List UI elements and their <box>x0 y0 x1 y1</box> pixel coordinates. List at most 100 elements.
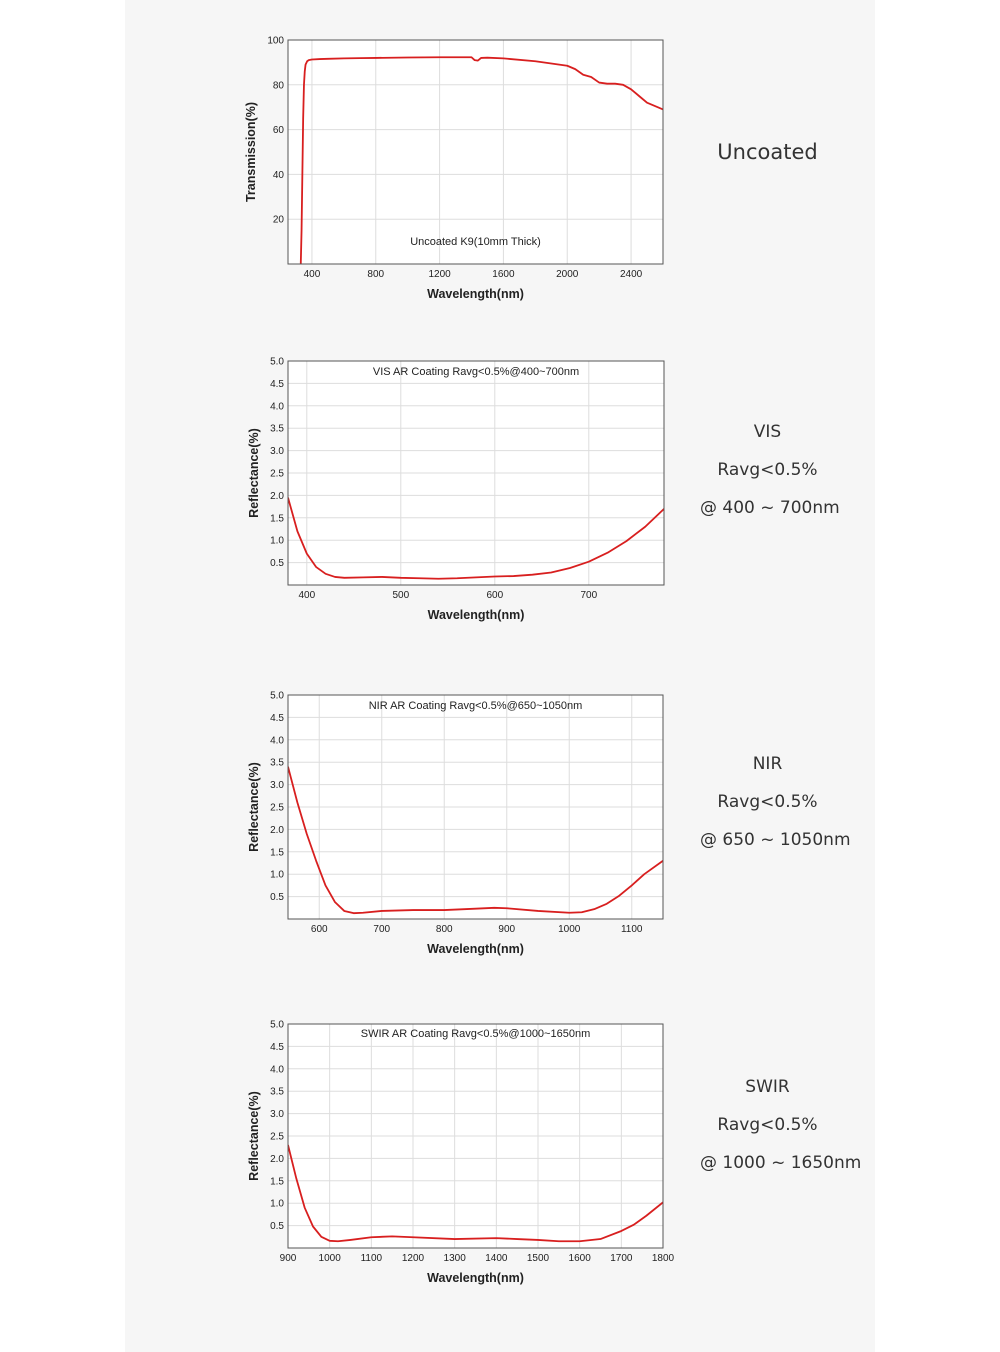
y-tick-label: 3.0 <box>270 446 284 457</box>
y-tick-label: 1.5 <box>270 1176 284 1187</box>
series-line <box>299 56 663 264</box>
y-tick-label: 3.0 <box>270 1109 284 1120</box>
y-tick-label: 4.0 <box>270 401 284 412</box>
y-tick-label: 2.5 <box>270 803 284 814</box>
chart-vis: 400 500 600 700 0.5 1.0 1.5 2.0 2.5 3.0 3.5 4.0 4.5 5… <box>247 357 665 622</box>
y-tick-label: 4.0 <box>270 1064 284 1075</box>
y-tick-label: 4.5 <box>270 713 284 724</box>
caption-line: Uncoated <box>717 140 818 164</box>
x-tick-label: 1100 <box>621 924 643 935</box>
y-tick-label: 0.5 <box>270 1221 284 1232</box>
caption-line: Ravg<0.5% <box>717 460 818 480</box>
series-line <box>288 1144 663 1243</box>
chart-swir: 900 1000 1100 1200 1300 1400 1500 1600 1700 1800 0… <box>247 1020 675 1286</box>
y-tick-label: 2.0 <box>270 1154 284 1165</box>
x-tick-label: 800 <box>367 269 384 280</box>
side-caption-swir: SWIR Ravg<0.5% @ 1000 ~ 1650nm <box>700 1068 862 1182</box>
caption-line: @ 1000 ~ 1650nm <box>700 1153 862 1173</box>
caption-line: @ 650 ~ 1050nm <box>700 830 851 850</box>
plot-frame <box>287 694 664 920</box>
caption-line: Ravg<0.5% <box>717 1115 818 1135</box>
y-tick-label: 60 <box>273 125 285 136</box>
y-tick-label: 40 <box>273 170 285 181</box>
x-tick-label: 2000 <box>556 269 579 280</box>
caption-line: Ravg<0.5% <box>717 792 818 812</box>
x-tick-label: 1000 <box>558 924 581 935</box>
y-tick-label: 1.0 <box>270 536 284 547</box>
y-tick-label: 2.0 <box>270 825 284 836</box>
y-tick-label: 5.0 <box>270 1020 284 1031</box>
x-tick-label: 1400 <box>485 1253 508 1264</box>
chart-title: NIR AR Coating Ravg<0.5%@650~1050nm <box>369 700 583 712</box>
y-tick-label: 5.0 <box>270 357 284 368</box>
y-axis-label: Reflectance(%) <box>247 762 261 852</box>
y-tick-label: 5.0 <box>270 691 284 702</box>
side-caption-uncoated: Uncoated <box>700 133 835 171</box>
y-tick-label: 3.5 <box>270 1087 284 1098</box>
y-tick-label: 1.5 <box>270 847 284 858</box>
side-caption-nir: NIR Ravg<0.5% @ 650 ~ 1050nm <box>700 745 851 859</box>
caption-line: @ 400 ~ 700nm <box>700 498 840 518</box>
y-tick-label: 4.5 <box>270 379 284 390</box>
plot-frame <box>287 360 665 586</box>
x-tick-label: 900 <box>280 1253 297 1264</box>
y-tick-label: 0.5 <box>270 558 284 569</box>
x-axis-label: Wavelength(nm) <box>428 608 525 622</box>
chart-nir: 600 700 800 900 1000 1100 0.5 1.0 1.5 2.0 2.5 3.0 3.… <box>247 691 664 956</box>
x-tick-label: 1200 <box>402 1253 425 1264</box>
x-tick-label: 1300 <box>444 1253 467 1264</box>
y-tick-label: 3.5 <box>270 758 284 769</box>
x-tick-label: 1000 <box>319 1253 342 1264</box>
x-tick-label: 1200 <box>428 269 451 280</box>
series-line <box>288 766 663 915</box>
x-axis-label: Wavelength(nm) <box>427 942 524 956</box>
x-tick-label: 1500 <box>527 1253 550 1264</box>
chart-uncoated: 400 800 1200 1600 2000 2400 20 40 60 80 100 Uncoate… <box>244 36 664 301</box>
series-line <box>288 497 664 580</box>
chart-title: Uncoated K9(10mm Thick) <box>410 236 541 248</box>
chart-title: VIS AR Coating Ravg<0.5%@400~700nm <box>373 366 579 378</box>
x-tick-label: 2400 <box>620 269 643 280</box>
y-tick-label: 4.0 <box>270 735 284 746</box>
x-tick-label: 700 <box>373 924 390 935</box>
y-tick-label: 20 <box>273 215 285 226</box>
x-tick-label: 1700 <box>610 1253 633 1264</box>
y-tick-label: 1.0 <box>270 1199 284 1210</box>
y-axis-label: Transmission(%) <box>244 102 258 202</box>
x-tick-label: 600 <box>486 590 503 601</box>
x-tick-label: 400 <box>298 590 315 601</box>
y-tick-label: 2.5 <box>270 1132 284 1143</box>
y-tick-label: 100 <box>267 36 284 47</box>
y-axis-label: Reflectance(%) <box>247 1091 261 1181</box>
y-tick-label: 0.5 <box>270 892 284 903</box>
chart-title: SWIR AR Coating Ravg<0.5%@1000~1650nm <box>361 1028 590 1040</box>
y-tick-label: 1.5 <box>270 513 284 524</box>
x-tick-label: 500 <box>392 590 409 601</box>
y-tick-label: 3.5 <box>270 424 284 435</box>
x-tick-label: 600 <box>311 924 328 935</box>
caption-line: NIR <box>752 754 783 774</box>
x-tick-label: 800 <box>436 924 453 935</box>
plot-frame <box>287 39 664 265</box>
x-tick-label: 1800 <box>652 1253 675 1264</box>
side-caption-vis: VIS Ravg<0.5% @ 400 ~ 700nm <box>700 413 840 527</box>
y-tick-label: 3.0 <box>270 780 284 791</box>
y-tick-label: 2.5 <box>270 469 284 480</box>
y-axis-label: Reflectance(%) <box>247 428 261 518</box>
x-tick-label: 700 <box>580 590 597 601</box>
caption-line: SWIR <box>745 1077 790 1097</box>
x-axis-label: Wavelength(nm) <box>427 1271 524 1285</box>
x-tick-label: 1100 <box>361 1253 383 1264</box>
y-tick-label: 1.0 <box>270 870 284 881</box>
page-background: 400 800 1200 1600 2000 2400 20 40 60 80 100 Uncoate… <box>125 0 875 1352</box>
x-tick-label: 900 <box>498 924 515 935</box>
x-tick-label: 400 <box>304 269 321 280</box>
x-tick-label: 1600 <box>492 269 515 280</box>
x-axis-label: Wavelength(nm) <box>427 287 524 301</box>
y-tick-label: 80 <box>273 80 285 91</box>
x-tick-label: 1600 <box>569 1253 592 1264</box>
plot-frame <box>287 1023 664 1249</box>
y-tick-label: 4.5 <box>270 1042 284 1053</box>
plot-area <box>288 40 663 264</box>
caption-line: VIS <box>753 422 782 442</box>
